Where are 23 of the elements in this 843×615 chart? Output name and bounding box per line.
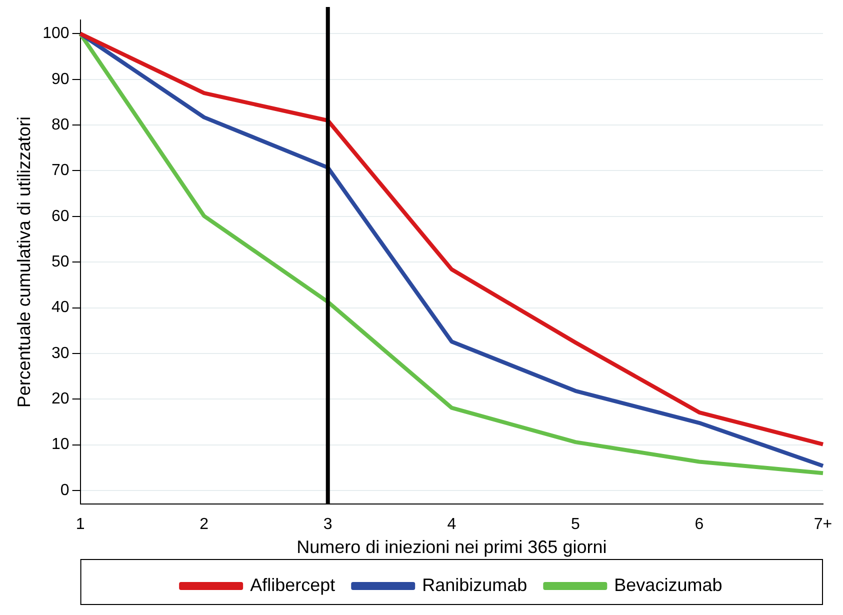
- x-tick-label: 1: [76, 516, 85, 534]
- x-tick-label: 6: [694, 516, 704, 534]
- y-tick-label: 30: [52, 344, 70, 362]
- legend-label: Ranibizumab: [422, 574, 528, 595]
- x-tick-label: 3: [323, 516, 332, 534]
- y-tick-label: 60: [52, 208, 70, 225]
- y-tick-label: 80: [52, 116, 70, 134]
- legend-label: Bevacizumab: [614, 574, 722, 595]
- x-axis-title: Numero di iniezioni nei primi 365 giorni: [296, 537, 607, 558]
- x-tick-label: 2: [200, 516, 209, 534]
- y-tick-label: 10: [52, 436, 70, 454]
- x-tick-label: 5: [570, 516, 580, 534]
- y-tick-label: 50: [52, 254, 70, 271]
- y-tick-label: 90: [52, 70, 70, 88]
- y-tick-label: 100: [42, 25, 70, 42]
- y-axis-title: Percentuale cumulativa di utilizzatori: [14, 116, 34, 408]
- x-tick-label: 4: [447, 516, 456, 534]
- y-tick-label: 40: [52, 299, 70, 316]
- y-tick-label: 20: [52, 390, 70, 408]
- legend-label: Aflibercept: [250, 574, 336, 595]
- x-tick-label: 7+: [814, 516, 832, 534]
- y-tick-label: 70: [52, 162, 70, 180]
- y-tick-label: 0: [60, 482, 70, 499]
